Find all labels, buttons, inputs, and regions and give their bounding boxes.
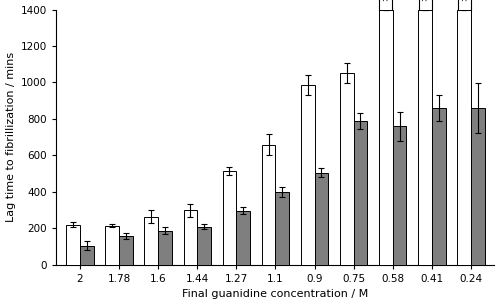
Bar	[301, 85, 314, 265]
Bar	[458, 9, 471, 265]
Text: >1400: >1400	[420, 0, 430, 1]
Bar	[340, 74, 353, 265]
Bar	[418, 9, 432, 265]
Bar	[262, 145, 276, 265]
Y-axis label: Lag time to fibrillization / mins: Lag time to fibrillization / mins	[6, 52, 16, 222]
X-axis label: Final guanidine concentration / M: Final guanidine concentration / M	[182, 289, 368, 300]
Bar	[184, 210, 197, 265]
Bar	[236, 210, 250, 265]
Bar	[80, 246, 94, 265]
Bar	[158, 231, 172, 265]
Bar	[354, 121, 368, 265]
Bar	[144, 217, 158, 265]
Bar	[471, 108, 484, 265]
Bar	[314, 173, 328, 265]
Bar	[106, 226, 119, 265]
Bar	[379, 9, 393, 265]
Text: >1400: >1400	[382, 0, 390, 1]
Bar	[66, 225, 80, 265]
Bar	[222, 171, 236, 265]
Bar	[197, 227, 211, 265]
Bar	[276, 192, 289, 265]
Bar	[432, 108, 446, 265]
Text: >1400: >1400	[460, 0, 468, 1]
Bar	[119, 236, 132, 265]
Bar	[393, 126, 406, 265]
